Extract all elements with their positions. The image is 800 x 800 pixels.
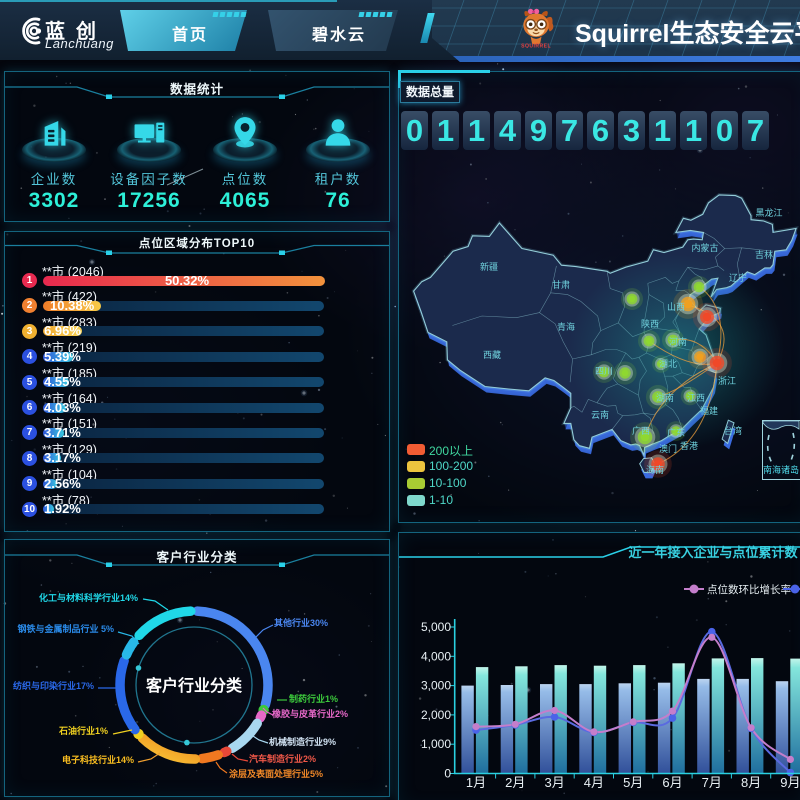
- svg-text:吉林: 吉林: [755, 249, 773, 260]
- svg-text:1月: 1月: [466, 775, 486, 790]
- svg-text:2,000: 2,000: [421, 708, 451, 722]
- svg-text:浙江: 浙江: [718, 375, 736, 386]
- svg-text:四川: 四川: [595, 366, 613, 376]
- svg-text:山西: 山西: [667, 302, 685, 312]
- svg-text:9月: 9月: [780, 775, 800, 790]
- svg-text:4月: 4月: [584, 775, 604, 790]
- svg-text:广东: 广东: [667, 427, 685, 438]
- svg-text:河南: 河南: [669, 336, 687, 347]
- svg-text:SQUIRREL: SQUIRREL: [521, 43, 551, 48]
- svg-text:辽宁: 辽宁: [729, 272, 747, 283]
- svg-text:近一年接入企业与点位累计数: 近一年接入企业与点位累计数: [628, 545, 798, 560]
- svg-text:湖南: 湖南: [656, 392, 674, 403]
- svg-text:香港: 香港: [680, 440, 698, 451]
- svg-text:1,000: 1,000: [421, 737, 451, 751]
- svg-text:点位区域分布TOP10: 点位区域分布TOP10: [139, 236, 255, 250]
- svg-text:5,000: 5,000: [421, 620, 451, 634]
- svg-text:陕西: 陕西: [641, 318, 659, 329]
- svg-text:客户行业分类: 客户行业分类: [146, 676, 243, 695]
- svg-text:广西: 广西: [632, 425, 650, 436]
- svg-text:3月: 3月: [544, 775, 564, 790]
- svg-text:福建: 福建: [700, 405, 718, 416]
- svg-text:新疆: 新疆: [480, 261, 498, 272]
- svg-text:0: 0: [444, 767, 451, 781]
- svg-text:8月: 8月: [741, 775, 761, 790]
- svg-text:青海: 青海: [557, 321, 575, 332]
- svg-text:6月: 6月: [662, 775, 682, 790]
- svg-text:海南: 海南: [646, 464, 664, 475]
- svg-text:甘肃: 甘肃: [552, 279, 570, 290]
- svg-text:点位数环比增长率: 点位数环比增长率: [707, 583, 791, 596]
- svg-text:云南: 云南: [591, 409, 609, 420]
- svg-text:3,000: 3,000: [421, 679, 451, 693]
- svg-text:南海诸岛: 南海诸岛: [763, 464, 799, 475]
- svg-text:澳门: 澳门: [659, 443, 677, 454]
- svg-text:黑龙江: 黑龙江: [755, 207, 782, 218]
- svg-text:台湾: 台湾: [724, 425, 742, 436]
- svg-text:数据统计: 数据统计: [169, 82, 224, 97]
- svg-text:湖北: 湖北: [659, 359, 677, 369]
- svg-text:客户行业分类: 客户行业分类: [155, 550, 237, 565]
- svg-text:4,000: 4,000: [421, 649, 451, 663]
- svg-text:5月: 5月: [623, 775, 643, 790]
- svg-text:西藏: 西藏: [483, 349, 501, 360]
- svg-text:江西: 江西: [687, 393, 705, 403]
- svg-text:2月: 2月: [505, 775, 525, 790]
- svg-text:内蒙古: 内蒙古: [691, 242, 718, 253]
- svg-text:7月: 7月: [702, 775, 722, 790]
